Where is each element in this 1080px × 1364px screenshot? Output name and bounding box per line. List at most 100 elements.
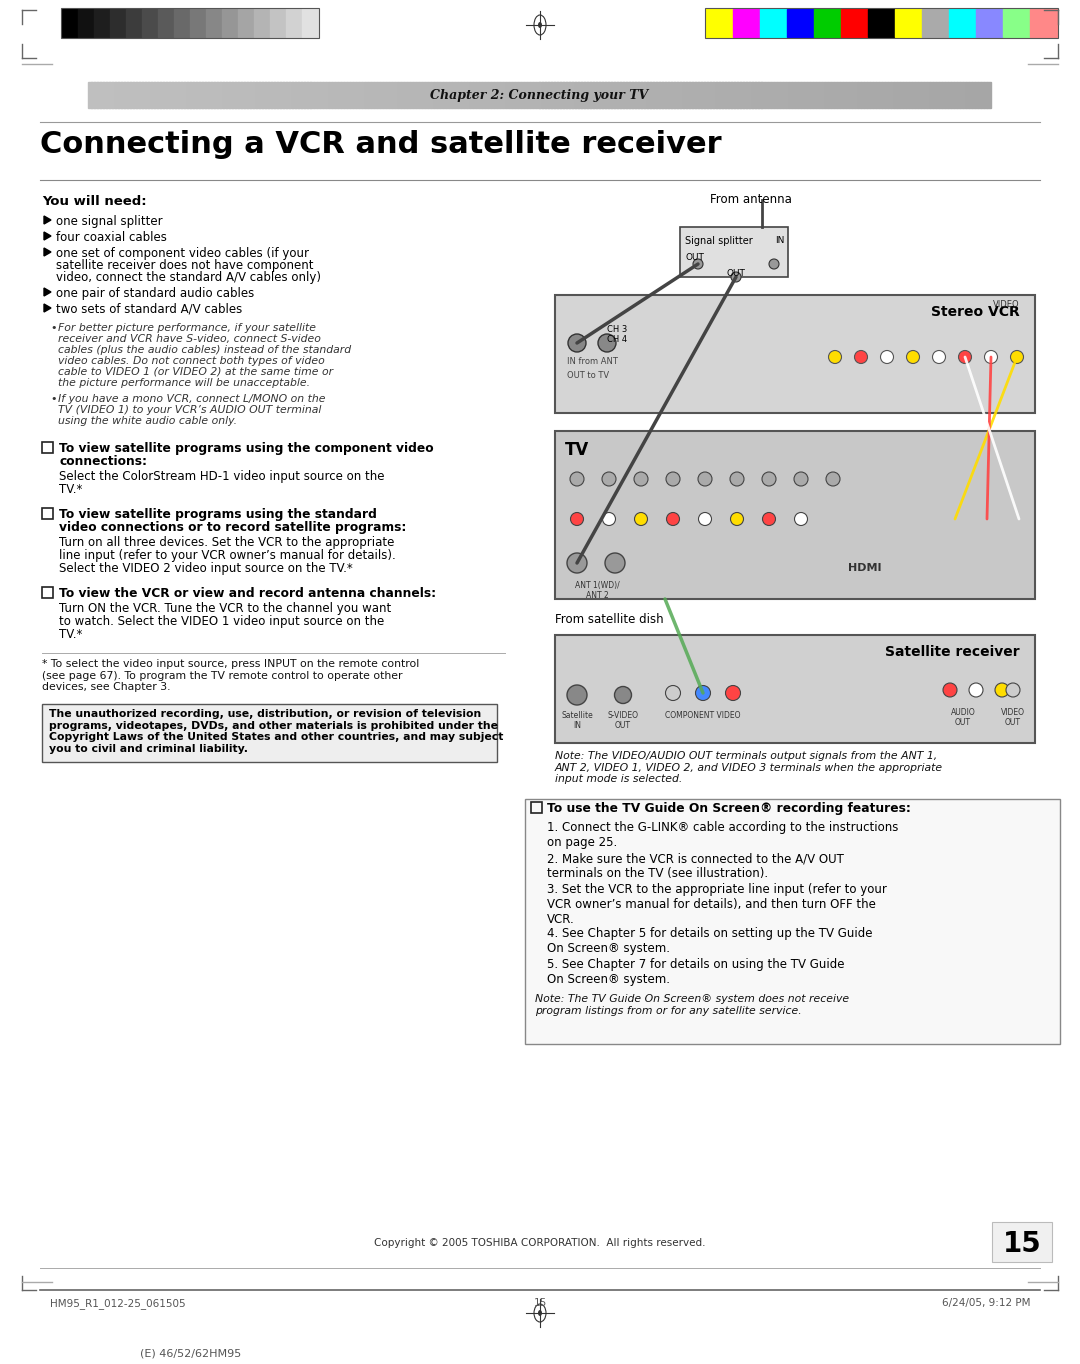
Bar	[259, 82, 262, 108]
Bar	[605, 82, 609, 108]
Bar	[235, 82, 239, 108]
Polygon shape	[44, 288, 51, 296]
Bar	[891, 82, 894, 108]
Text: HDMI: HDMI	[848, 563, 881, 573]
Text: 15: 15	[534, 1299, 546, 1308]
Ellipse shape	[906, 351, 919, 363]
Bar	[873, 82, 876, 108]
Bar	[175, 82, 178, 108]
Bar	[554, 82, 557, 108]
Bar	[404, 82, 407, 108]
Bar	[278, 82, 281, 108]
Bar	[915, 82, 918, 108]
Text: (E) 46/52/62HM95: (E) 46/52/62HM95	[140, 1348, 241, 1359]
Bar	[630, 82, 633, 108]
Bar	[239, 82, 242, 108]
Text: satellite receiver does not have component: satellite receiver does not have compone…	[56, 259, 313, 271]
Bar	[413, 82, 416, 108]
Bar	[706, 10, 733, 37]
Bar	[839, 82, 843, 108]
Bar	[593, 82, 596, 108]
Bar	[386, 82, 389, 108]
Bar	[424, 82, 429, 108]
Bar	[531, 802, 542, 813]
Bar	[473, 82, 476, 108]
Bar	[780, 82, 783, 108]
Bar	[777, 82, 780, 108]
Bar	[126, 10, 141, 37]
Bar	[555, 295, 1035, 413]
Bar	[205, 82, 208, 108]
Bar	[895, 10, 922, 37]
Bar	[530, 82, 534, 108]
Bar	[521, 82, 525, 108]
Bar	[981, 82, 985, 108]
Bar	[918, 82, 921, 108]
Bar	[1003, 10, 1030, 37]
Bar	[800, 82, 805, 108]
Bar	[578, 82, 582, 108]
Bar	[78, 10, 94, 37]
Ellipse shape	[570, 513, 583, 525]
Bar	[193, 82, 197, 108]
Bar	[461, 82, 464, 108]
Text: Stereo VCR: Stereo VCR	[931, 306, 1020, 319]
Bar	[428, 82, 431, 108]
Bar	[596, 82, 599, 108]
Ellipse shape	[943, 683, 957, 697]
Bar	[812, 82, 816, 108]
Ellipse shape	[602, 472, 616, 486]
Bar	[949, 10, 976, 37]
Bar	[987, 82, 990, 108]
Text: The unauthorized recording, use, distribution, or revision of television
program: The unauthorized recording, use, distrib…	[49, 709, 503, 754]
Bar	[347, 82, 350, 108]
Bar	[355, 82, 359, 108]
Bar	[653, 82, 657, 108]
Bar	[343, 82, 347, 108]
Bar	[269, 82, 272, 108]
Bar	[60, 8, 319, 38]
Bar	[837, 82, 840, 108]
Bar	[470, 82, 473, 108]
Text: 4. See Chapter 5 for details on setting up the TV Guide
On Screen® system.: 4. See Chapter 5 for details on setting …	[546, 928, 873, 955]
Bar	[849, 82, 852, 108]
Bar	[984, 82, 987, 108]
Bar	[440, 82, 443, 108]
Bar	[831, 82, 834, 108]
Bar	[696, 82, 699, 108]
Text: TV.*: TV.*	[59, 483, 82, 496]
Bar	[617, 82, 621, 108]
Bar	[365, 82, 368, 108]
Ellipse shape	[794, 472, 808, 486]
Ellipse shape	[795, 513, 808, 525]
Bar	[293, 82, 296, 108]
Bar	[325, 82, 329, 108]
Bar	[680, 82, 684, 108]
Bar	[814, 10, 841, 37]
Ellipse shape	[567, 552, 588, 573]
Ellipse shape	[959, 351, 972, 363]
Text: using the white audio cable only.: using the white audio cable only.	[58, 416, 238, 426]
Text: •: •	[50, 323, 56, 333]
Bar	[765, 82, 768, 108]
Text: two sets of standard A/V cables: two sets of standard A/V cables	[56, 303, 242, 316]
Bar	[539, 82, 542, 108]
Bar	[662, 82, 665, 108]
Bar	[716, 82, 720, 108]
Bar	[885, 82, 888, 108]
Text: cable to VIDEO 1 (or VIDEO 2) at the same time or: cable to VIDEO 1 (or VIDEO 2) at the sam…	[58, 367, 333, 376]
Bar	[650, 82, 653, 108]
Bar	[302, 10, 318, 37]
Bar	[274, 82, 278, 108]
Bar	[222, 10, 238, 37]
Bar	[868, 10, 895, 37]
Bar	[542, 82, 545, 108]
Bar	[130, 82, 134, 108]
Bar	[232, 82, 235, 108]
Bar	[485, 82, 488, 108]
Bar	[394, 82, 399, 108]
Bar	[42, 442, 53, 453]
Bar	[912, 82, 916, 108]
Text: one signal splitter: one signal splitter	[56, 216, 163, 228]
Bar	[478, 82, 483, 108]
